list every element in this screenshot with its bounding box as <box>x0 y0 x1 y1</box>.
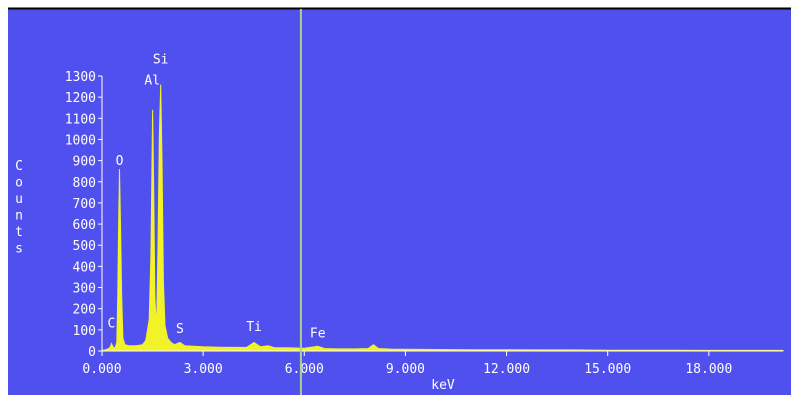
x-tick-label: 18.000 <box>685 362 732 377</box>
y-tick-label: 900 <box>73 155 96 170</box>
y-tick-label: 1300 <box>65 70 96 85</box>
peak-label-al: Al <box>144 73 160 88</box>
y-axis-title-char: s <box>15 242 23 257</box>
y-tick-label: 800 <box>73 176 96 191</box>
spectrum-layer <box>101 84 784 352</box>
y-tick-label: 600 <box>73 218 96 233</box>
peak-label-ti: Ti <box>246 320 262 335</box>
label-layer: C O Al Si S Ti Fe <box>108 52 326 341</box>
axes-layer: 0 100 200 300 400 500 600 700 800 900 1000 1100 1200… <box>65 70 783 377</box>
x-tick-label: 9.000 <box>386 362 425 377</box>
y-tick-label: 100 <box>73 324 96 339</box>
peak-label-si: Si <box>153 52 169 67</box>
y-axis-title-char: o <box>15 176 23 191</box>
x-tick-label: 0.000 <box>82 362 121 377</box>
spectrum-series-1 <box>101 84 784 352</box>
peak-label-s: S <box>176 322 184 337</box>
y-axis-title-char: u <box>15 192 23 207</box>
spectrum-panel <box>8 8 791 395</box>
peak-label-fe: Fe <box>310 326 326 341</box>
y-tick-label: 200 <box>73 303 96 318</box>
y-tick-label: 500 <box>73 239 96 254</box>
y-tick-label: 300 <box>73 282 96 297</box>
x-tick-label: 15.000 <box>584 362 631 377</box>
y-tick-label: 700 <box>73 197 96 212</box>
peak-label-o: O <box>116 154 124 169</box>
peak-label-c: C <box>108 317 116 332</box>
y-axis-title-char: t <box>15 225 23 240</box>
y-tick-label: 0 <box>88 345 96 360</box>
y-axis-title-char: n <box>15 209 23 224</box>
x-tick-label: 3.000 <box>184 362 223 377</box>
y-axis-title-char: C <box>15 159 23 174</box>
x-axis-title: keV <box>431 378 455 393</box>
y-tick-label: 1100 <box>65 112 96 127</box>
y-tick-label: 1200 <box>65 91 96 106</box>
x-tick-label: 6.000 <box>285 362 324 377</box>
x-tick-label: 12.000 <box>483 362 530 377</box>
y-tick-label: 1000 <box>65 133 96 148</box>
y-tick-label: 400 <box>73 260 96 275</box>
